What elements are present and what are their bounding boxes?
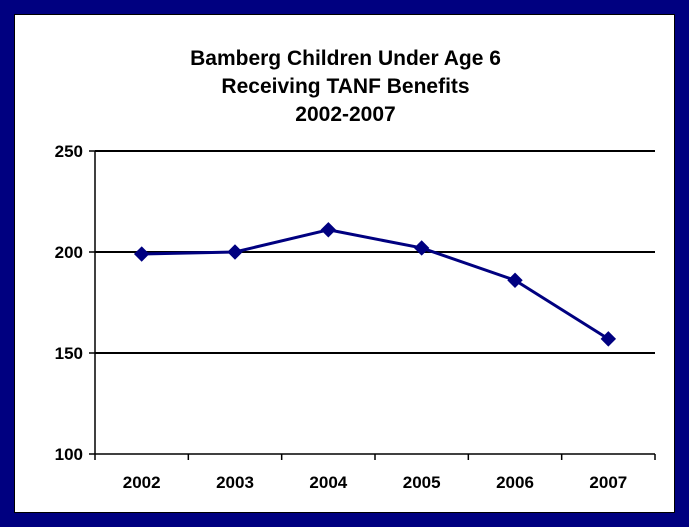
x-tick-label-2002: 2002 — [123, 473, 161, 492]
chart-panel: Bamberg Children Under Age 6 Receiving T… — [14, 14, 675, 513]
x-tick-label-2005: 2005 — [403, 473, 441, 492]
data-point-2004 — [320, 222, 337, 238]
series — [133, 222, 617, 347]
data-point-2007 — [600, 331, 617, 347]
data-point-2002 — [133, 246, 150, 262]
axes — [89, 150, 656, 460]
chart-title-line-3: 2002-2007 — [295, 103, 396, 126]
data-point-2005 — [413, 240, 430, 256]
x-tick-label-2006: 2006 — [496, 473, 534, 492]
y-tick-label-150: 150 — [55, 344, 83, 363]
y-tick-labels: 100 150 200 250 — [55, 142, 83, 464]
x-tick-labels: 2002 2003 2004 2005 2006 2007 — [123, 473, 627, 492]
x-tick-label-2003: 2003 — [216, 473, 254, 492]
chart-title-line-2: Receiving TANF Benefits — [221, 75, 470, 98]
y-tick-label-250: 250 — [55, 142, 83, 161]
x-tick-label-2007: 2007 — [589, 473, 627, 492]
data-point-2006 — [507, 272, 523, 288]
x-tick-label-2004: 2004 — [309, 473, 347, 492]
data-point-2003 — [227, 244, 243, 260]
chart-title-line-1: Bamberg Children Under Age 6 — [190, 47, 501, 70]
y-tick-label-200: 200 — [55, 243, 83, 262]
chart-title: Bamberg Children Under Age 6 Receiving T… — [15, 45, 676, 129]
series-line-0 — [141, 228, 610, 341]
y-tick-label-100: 100 — [55, 445, 83, 464]
